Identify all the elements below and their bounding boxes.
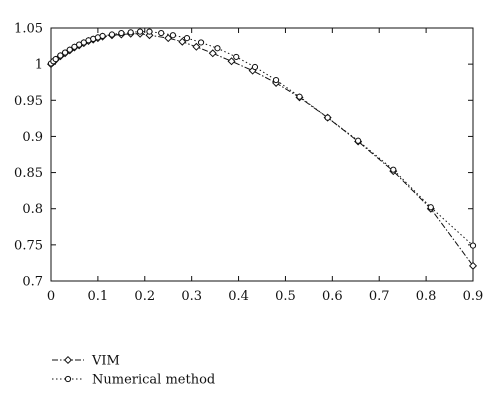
circle-marker — [390, 166, 397, 173]
x-tick-label: 0.2 — [134, 289, 155, 304]
diamond-marker — [192, 42, 201, 51]
circle-marker — [183, 35, 191, 42]
series-1 — [46, 29, 478, 270]
circle-marker — [52, 55, 59, 63]
circle-marker — [233, 53, 240, 61]
legend-label: Numerical method — [92, 373, 215, 388]
circle-marker — [469, 242, 477, 249]
y-tick-label: 0.7 — [22, 275, 43, 290]
series-layer — [46, 28, 478, 270]
diamond-marker — [208, 49, 217, 58]
circle-marker — [251, 63, 259, 71]
circle-marker — [127, 29, 134, 36]
circle-marker — [296, 93, 303, 100]
circle-marker — [136, 28, 144, 35]
series-2 — [47, 28, 477, 249]
circle-marker — [66, 46, 73, 53]
diamond-marker — [145, 31, 154, 40]
y-tick-label: 0.9 — [22, 130, 43, 145]
circle-marker — [324, 114, 331, 121]
x-tick-label: 0.8 — [416, 289, 437, 304]
circle-marker — [146, 28, 153, 35]
circle-marker — [272, 76, 280, 84]
plot-frame — [50, 27, 474, 282]
legend-diamond-marker — [63, 355, 73, 365]
x-tick-label: 0.9 — [463, 289, 484, 304]
circle-marker — [99, 32, 106, 40]
series-line — [50, 31, 474, 246]
series-line — [50, 33, 474, 267]
x-tick-label: 0 — [47, 289, 55, 304]
diamond-marker — [468, 261, 478, 270]
circle-marker — [108, 31, 116, 38]
x-tick-label: 0.4 — [228, 289, 249, 304]
circle-marker — [61, 49, 69, 56]
circle-marker — [57, 52, 64, 59]
y-tick-label: 0.85 — [14, 166, 43, 181]
x-tick-label: 0.3 — [181, 289, 202, 304]
x-tick-label: 0.7 — [369, 289, 390, 304]
x-tick-label: 0.1 — [88, 289, 109, 304]
diamond-marker — [227, 57, 236, 66]
y-tick-label: 1.05 — [14, 22, 43, 37]
legend: VIM Numerical method — [52, 354, 215, 388]
y-tick-label: 0.95 — [14, 94, 43, 109]
diamond-marker — [178, 37, 187, 46]
circle-marker — [197, 39, 205, 46]
y-tick-label: 0.75 — [14, 238, 43, 253]
circle-marker — [355, 137, 362, 144]
circle-marker — [158, 29, 165, 37]
x-tick-label: 0.6 — [322, 289, 343, 304]
circle-marker — [214, 45, 221, 52]
y-tick-label: 1 — [35, 58, 43, 73]
circle-marker — [169, 32, 177, 39]
axis-ticks: 0 0.1 0.2 0.3 0.4 0.5 0.6 0.7 0.8 0.9 0.7 0.75 0.8 0.… — [14, 22, 483, 305]
legend-label: VIM — [91, 354, 120, 369]
circle-marker — [118, 29, 125, 37]
circle-marker — [427, 204, 434, 211]
x-tick-label: 0.5 — [275, 289, 296, 304]
legend-circle-marker — [64, 375, 72, 383]
y-tick-label: 0.8 — [22, 202, 43, 217]
